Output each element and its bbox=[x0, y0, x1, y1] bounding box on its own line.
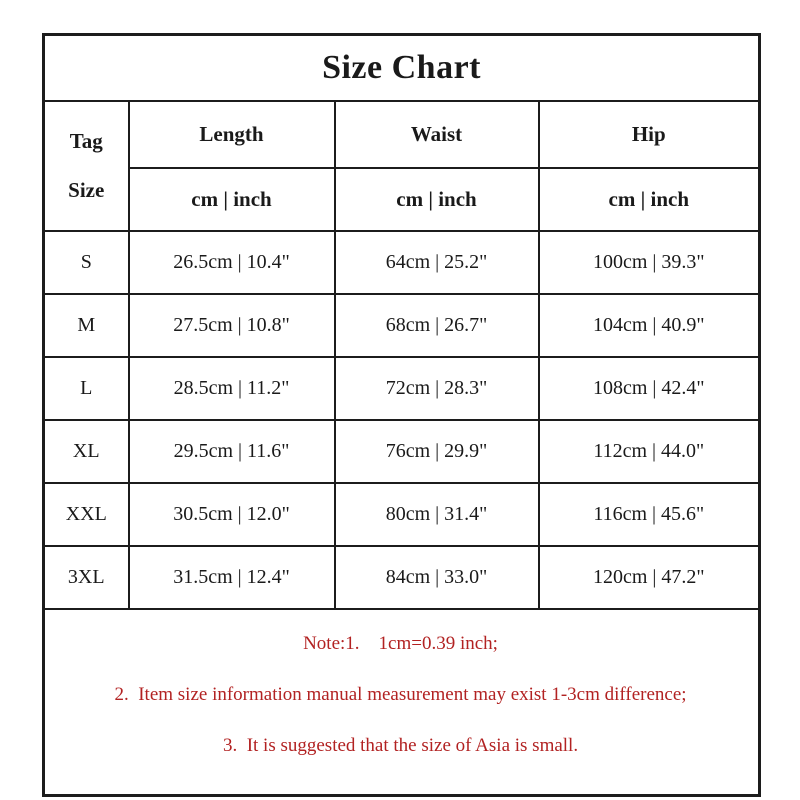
tag-size-header: Tag Size bbox=[46, 129, 127, 203]
table-row-l: L 28.5cm | 11.2" 72cm | 28.3" 108cm | 42… bbox=[42, 356, 761, 421]
unit-header-waist: cm | inch bbox=[333, 167, 540, 232]
waist-value: 80cm | 31.4" bbox=[333, 482, 540, 547]
notes-row: Note:1. 1cm=0.39 inch; 2. Item size info… bbox=[42, 608, 761, 797]
table-row-xxl: XXL 30.5cm | 12.0" 80cm | 31.4" 116cm | … bbox=[42, 482, 761, 547]
unit-header-hip: cm | inch bbox=[537, 167, 761, 232]
waist-value: 68cm | 26.7" bbox=[333, 293, 540, 358]
column-header-length: Length bbox=[127, 100, 336, 169]
notes-section: Note:1. 1cm=0.39 inch; 2. Item size info… bbox=[42, 608, 761, 797]
hip-value: 100cm | 39.3" bbox=[537, 230, 761, 295]
unit-row: cm | inch cm | inch cm | inch bbox=[44, 167, 761, 232]
title-row: Size Chart bbox=[42, 33, 761, 102]
column-header-hip: Hip bbox=[537, 100, 761, 169]
length-value: 31.5cm | 12.4" bbox=[127, 545, 336, 610]
page-title: Size Chart bbox=[42, 33, 761, 102]
note-line-3: 3. It is suggested that the size of Asia… bbox=[222, 734, 579, 756]
hip-value: 120cm | 47.2" bbox=[537, 545, 761, 610]
length-value: 28.5cm | 11.2" bbox=[127, 356, 336, 421]
size-label: XL bbox=[42, 419, 130, 484]
note-line-2: 2. Item size information manual measurem… bbox=[114, 683, 687, 705]
hip-value: 104cm | 40.9" bbox=[537, 293, 761, 358]
tag-header-line2: Size bbox=[68, 178, 105, 202]
hip-value: 112cm | 44.0" bbox=[537, 419, 761, 484]
length-value: 29.5cm | 11.6" bbox=[127, 419, 336, 484]
tag-header-line1: Tag bbox=[69, 129, 103, 153]
hip-value: 108cm | 42.4" bbox=[537, 356, 761, 421]
length-value: 26.5cm | 10.4" bbox=[127, 230, 336, 295]
size-label: S bbox=[42, 230, 130, 295]
table-row-s: S 26.5cm | 10.4" 64cm | 25.2" 100cm | 39… bbox=[42, 230, 761, 295]
length-value: 30.5cm | 12.0" bbox=[127, 482, 336, 547]
note-line-1: Note:1. 1cm=0.39 inch; bbox=[303, 633, 498, 654]
tag-size-header-cell: Tag Size bbox=[42, 100, 130, 232]
table-row-3xl: 3XL 31.5cm | 12.4" 84cm | 33.0" 120cm | … bbox=[42, 545, 761, 610]
unit-header-length: cm | inch bbox=[127, 167, 336, 232]
size-label: L bbox=[42, 356, 130, 421]
size-label: M bbox=[42, 293, 130, 358]
size-label: XXL bbox=[42, 482, 130, 547]
waist-value: 72cm | 28.3" bbox=[333, 356, 540, 421]
size-label: 3XL bbox=[42, 545, 130, 610]
table-row-m: M 27.5cm | 10.8" 68cm | 26.7" 104cm | 40… bbox=[42, 293, 761, 358]
header-row: Tag Size Length Waist Hip bbox=[42, 100, 761, 232]
column-header-waist: Waist bbox=[333, 100, 540, 169]
hip-value: 116cm | 45.6" bbox=[537, 482, 761, 547]
waist-value: 76cm | 29.9" bbox=[333, 419, 540, 484]
waist-value: 84cm | 33.0" bbox=[333, 545, 540, 610]
size-chart-table: Size Chart Tag Size Length Waist Hip cm … bbox=[42, 33, 762, 798]
waist-value: 64cm | 25.2" bbox=[333, 230, 540, 295]
length-value: 27.5cm | 10.8" bbox=[127, 293, 336, 358]
table-row-xl: XL 29.5cm | 11.6" 76cm | 29.9" 112cm | 4… bbox=[42, 419, 761, 484]
